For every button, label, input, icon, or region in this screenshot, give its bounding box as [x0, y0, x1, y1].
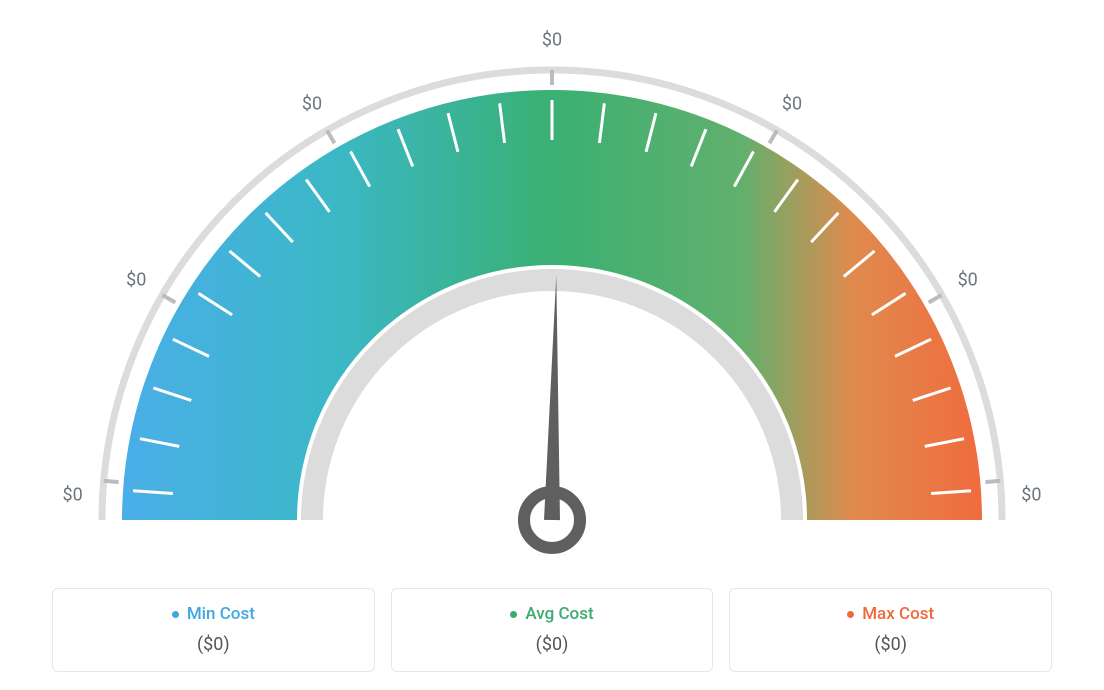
- gauge-tick-label: $0: [302, 94, 322, 115]
- legend-label-avg: Avg Cost: [525, 604, 593, 624]
- gauge-tick-label: $0: [542, 30, 562, 51]
- legend-value-max: ($0): [740, 634, 1041, 655]
- legend-label-min: Min Cost: [187, 604, 255, 624]
- legend-label-max: Max Cost: [862, 604, 934, 624]
- gauge-tick-label: $0: [63, 484, 83, 505]
- gauge-tick-label: $0: [1021, 484, 1041, 505]
- gauge-svg: [52, 0, 1052, 560]
- legend-card-min: Min Cost ($0): [52, 588, 375, 673]
- legend-card-avg: Avg Cost ($0): [391, 588, 714, 673]
- gauge-tick-label: $0: [958, 270, 978, 291]
- legend-value-min: ($0): [63, 634, 364, 655]
- legend-title-max: Max Cost: [847, 604, 934, 624]
- gauge-chart: $0 $0 $0 $0 $0 $0 $0: [52, 0, 1052, 550]
- legend-row: Min Cost ($0) Avg Cost ($0) Max Cost ($0…: [52, 588, 1052, 673]
- legend-value-avg: ($0): [402, 634, 703, 655]
- gauge-tick-label: $0: [126, 270, 146, 291]
- legend-card-max: Max Cost ($0): [729, 588, 1052, 673]
- gauge-tick-label: $0: [782, 94, 802, 115]
- legend-dot-avg: [510, 611, 517, 618]
- legend-title-avg: Avg Cost: [510, 604, 593, 624]
- legend-dot-min: [172, 611, 179, 618]
- legend-dot-max: [847, 611, 854, 618]
- legend-title-min: Min Cost: [172, 604, 255, 624]
